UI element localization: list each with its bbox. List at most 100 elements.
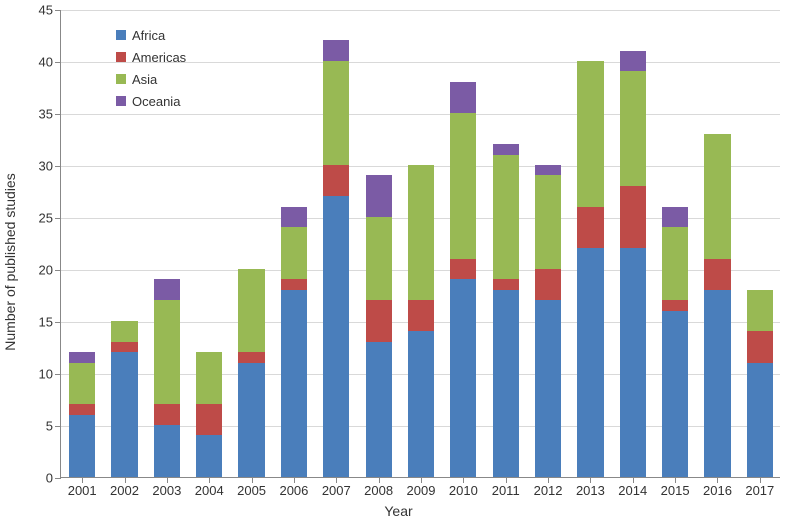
xtick-label: 2007 [322,483,351,498]
bar-seg-oceania [281,207,307,228]
bar-seg-americas [493,279,519,289]
gridline [61,114,780,115]
bar-seg-asia [747,290,773,332]
xtick-label: 2017 [745,483,774,498]
bar-2014 [620,51,646,477]
ytick-label: 25 [39,211,53,226]
ytick-mark [55,62,61,63]
bar-seg-oceania [323,40,349,61]
bar-seg-africa [111,352,137,477]
xtick-label: 2001 [68,483,97,498]
bar-2006 [281,207,307,477]
bar-2013 [577,61,603,477]
bar-seg-asia [281,227,307,279]
ytick-mark [55,166,61,167]
bar-seg-africa [69,415,95,477]
bar-2005 [238,269,264,477]
xtick-label: 2003 [152,483,181,498]
bar-seg-africa [238,363,264,477]
xtick-label: 2006 [279,483,308,498]
x-axis-label: Year [384,503,412,519]
bar-seg-asia [535,175,561,269]
bar-seg-americas [366,300,392,342]
xtick-label: 2005 [237,483,266,498]
bar-2016 [704,134,730,477]
xtick-label: 2010 [449,483,478,498]
ytick-mark [55,270,61,271]
ytick-label: 45 [39,3,53,18]
xtick-label: 2009 [407,483,436,498]
bar-seg-americas [281,279,307,289]
legend-swatch-icon [116,52,126,62]
ytick-mark [55,10,61,11]
legend-label: Africa [132,28,165,43]
ytick-label: 0 [46,471,53,486]
bar-seg-oceania [493,144,519,154]
ytick-mark [55,478,61,479]
bar-seg-asia [323,61,349,165]
bar-seg-africa [323,196,349,477]
bar-seg-africa [281,290,307,477]
bar-seg-americas [196,404,222,435]
bar-seg-asia [577,61,603,207]
bar-seg-oceania [154,279,180,300]
bar-seg-oceania [620,51,646,72]
ytick-mark [55,322,61,323]
bar-seg-asia [704,134,730,259]
bar-seg-americas [620,186,646,248]
bar-seg-oceania [450,82,476,113]
xtick-label: 2008 [364,483,393,498]
bar-seg-africa [535,300,561,477]
bar-seg-asia [69,363,95,405]
bar-seg-americas [111,342,137,352]
ytick-label: 30 [39,159,53,174]
published-studies-chart: Number of published studies Year 0510152… [0,0,797,523]
bar-seg-asia [662,227,688,300]
legend-item-oceania: Oceania [116,90,186,112]
legend-item-asia: Asia [116,68,186,90]
bar-seg-asia [196,352,222,404]
legend-item-americas: Americas [116,46,186,68]
xtick-label: 2002 [110,483,139,498]
ytick-mark [55,218,61,219]
bar-seg-oceania [366,175,392,217]
bar-seg-africa [620,248,646,477]
bar-2017 [747,290,773,477]
bar-seg-asia [620,71,646,185]
legend-swatch-icon [116,74,126,84]
bar-2012 [535,165,561,477]
xtick-label: 2012 [534,483,563,498]
bar-seg-asia [366,217,392,300]
bar-seg-africa [704,290,730,477]
ytick-label: 40 [39,55,53,70]
bar-seg-americas [747,331,773,362]
bar-2015 [662,207,688,477]
bar-seg-africa [577,248,603,477]
bar-seg-americas [704,259,730,290]
legend-label: Americas [132,50,186,65]
xtick-label: 2016 [703,483,732,498]
legend-swatch-icon [116,30,126,40]
bar-2007 [323,40,349,477]
bar-seg-americas [408,300,434,331]
bar-2004 [196,352,222,477]
bar-seg-americas [662,300,688,310]
bar-2001 [69,352,95,477]
ytick-label: 15 [39,315,53,330]
bar-seg-africa [662,311,688,477]
bar-2009 [408,165,434,477]
ytick-label: 10 [39,367,53,382]
xtick-label: 2011 [492,483,520,498]
bar-seg-asia [450,113,476,259]
bar-seg-africa [747,363,773,477]
bar-seg-americas [238,352,264,362]
ytick-label: 20 [39,263,53,278]
ytick-mark [55,374,61,375]
y-axis-label: Number of published studies [2,173,18,350]
bar-seg-africa [196,435,222,477]
bar-seg-africa [366,342,392,477]
bar-seg-americas [69,404,95,414]
bar-seg-americas [450,259,476,280]
bar-seg-oceania [535,165,561,175]
bar-seg-asia [408,165,434,300]
